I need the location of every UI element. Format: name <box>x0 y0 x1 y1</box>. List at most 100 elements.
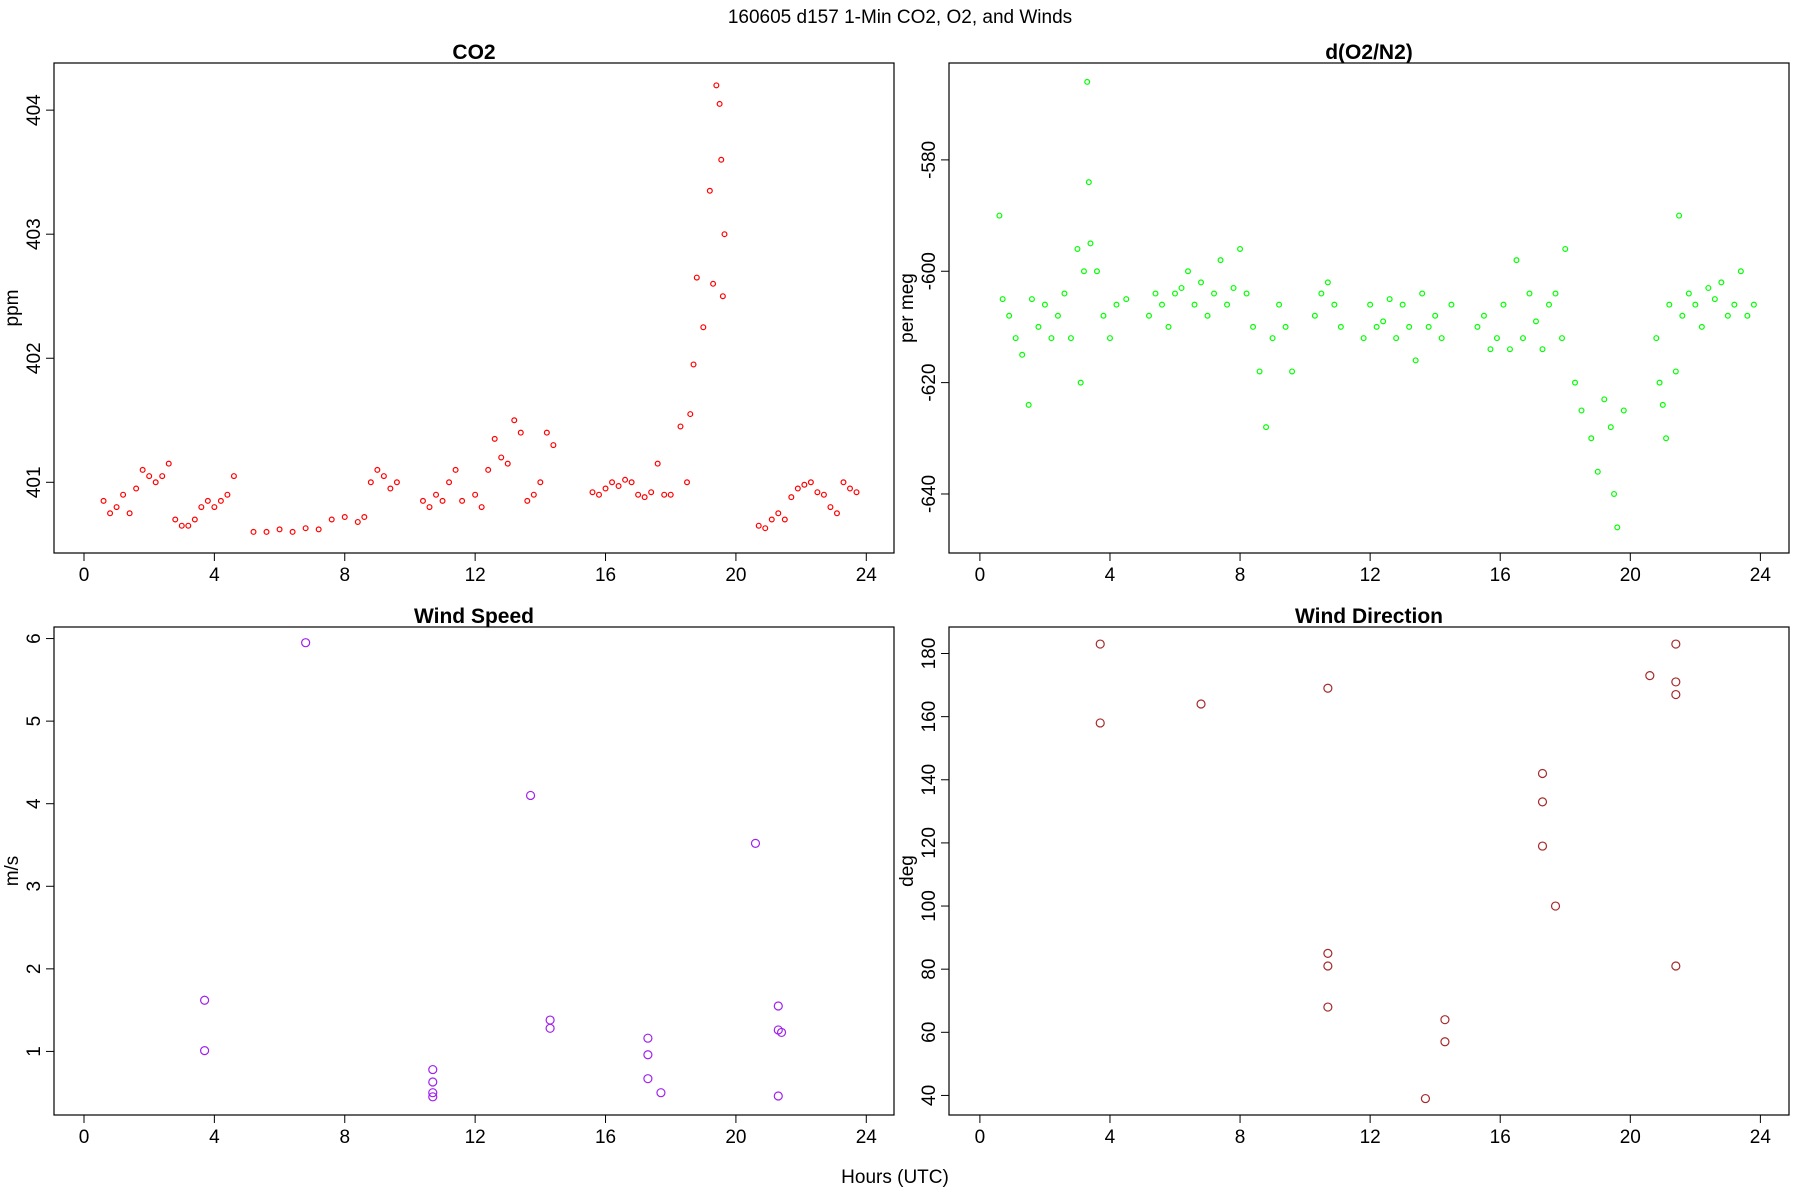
point <box>700 324 707 331</box>
point <box>1224 301 1231 308</box>
panel: CO2 ppm 0 4 8 12 16 20 24 401 402 403 404 <box>2 41 895 586</box>
point <box>530 491 537 498</box>
point <box>1671 961 1681 971</box>
point <box>198 504 205 511</box>
point <box>768 516 775 523</box>
point <box>1659 401 1666 408</box>
point <box>1399 301 1406 308</box>
point <box>762 525 769 532</box>
point <box>133 485 140 492</box>
point <box>773 1091 783 1101</box>
point <box>641 494 648 501</box>
point <box>1085 179 1092 186</box>
point <box>1698 323 1705 330</box>
panel-title: Wind Direction <box>1295 605 1443 628</box>
point <box>1440 1015 1450 1025</box>
point <box>1506 346 1513 353</box>
point <box>846 485 853 492</box>
point <box>1432 312 1439 319</box>
point <box>1448 301 1455 308</box>
point <box>341 514 348 521</box>
point <box>1318 290 1325 297</box>
point <box>1093 268 1100 275</box>
y-tick-label: 403 <box>24 218 45 250</box>
point <box>380 473 387 480</box>
y-tick-label: 1 <box>24 1046 45 1057</box>
point <box>853 489 860 496</box>
point <box>199 1045 210 1056</box>
point <box>1054 312 1061 319</box>
x-tick-label: 12 <box>465 1127 486 1148</box>
point <box>1074 245 1081 252</box>
x-tick-label: 0 <box>975 565 986 586</box>
point <box>1084 78 1091 85</box>
point <box>315 526 322 533</box>
point <box>1159 301 1166 308</box>
point <box>1237 245 1244 252</box>
point <box>1311 312 1318 319</box>
point <box>628 479 635 486</box>
point <box>807 479 814 486</box>
point <box>781 516 788 523</box>
point <box>1243 290 1250 297</box>
x-tick-label: 8 <box>339 1127 350 1148</box>
point <box>1526 290 1533 297</box>
point <box>1178 284 1185 291</box>
x-tick-label: 8 <box>1235 565 1246 586</box>
x-tick-label: 0 <box>975 1127 986 1148</box>
point <box>719 293 726 300</box>
point <box>1324 279 1331 286</box>
point <box>1256 368 1263 375</box>
point <box>1588 435 1595 442</box>
point <box>1337 323 1344 330</box>
point <box>667 491 674 498</box>
y-tick-label: 160 <box>919 701 940 733</box>
point <box>387 485 394 492</box>
point <box>1500 301 1507 308</box>
point <box>1250 323 1257 330</box>
point <box>537 479 544 486</box>
point <box>504 460 511 467</box>
y-tick-label: 401 <box>24 466 45 498</box>
point <box>361 514 368 521</box>
x-tick-label: 16 <box>1490 1127 1511 1148</box>
y-tick-label: -600 <box>919 252 940 290</box>
point <box>648 489 655 496</box>
point <box>1578 407 1585 414</box>
point <box>1123 296 1130 303</box>
y-tick-label: 120 <box>919 827 940 859</box>
panel-title: CO2 <box>452 41 495 64</box>
figure-title: 160605 d157 1-Min CO2, O2, and Winds <box>728 7 1072 28</box>
point <box>684 479 691 486</box>
point <box>750 838 761 848</box>
point <box>374 466 381 473</box>
point <box>1562 245 1569 252</box>
plot-frame <box>53 62 895 554</box>
point <box>833 510 840 517</box>
point <box>1671 639 1681 649</box>
point <box>827 504 834 511</box>
point <box>776 1027 787 1038</box>
point <box>1539 346 1546 353</box>
point <box>1172 290 1179 297</box>
point <box>263 528 270 535</box>
point <box>1440 1037 1450 1047</box>
point <box>301 638 311 648</box>
point <box>1080 268 1087 275</box>
y-tick-label: -620 <box>919 364 940 402</box>
point <box>302 525 309 532</box>
point <box>524 497 531 504</box>
point <box>511 417 518 424</box>
point <box>1537 841 1548 851</box>
point <box>1537 768 1548 779</box>
point <box>1672 368 1679 375</box>
point <box>1537 797 1548 807</box>
point <box>107 510 114 517</box>
y-axis-label: deg <box>897 855 918 887</box>
point <box>545 1015 555 1025</box>
point <box>224 491 231 498</box>
point <box>428 1092 438 1102</box>
point <box>1025 401 1032 408</box>
point <box>485 466 492 473</box>
point <box>1685 290 1692 297</box>
